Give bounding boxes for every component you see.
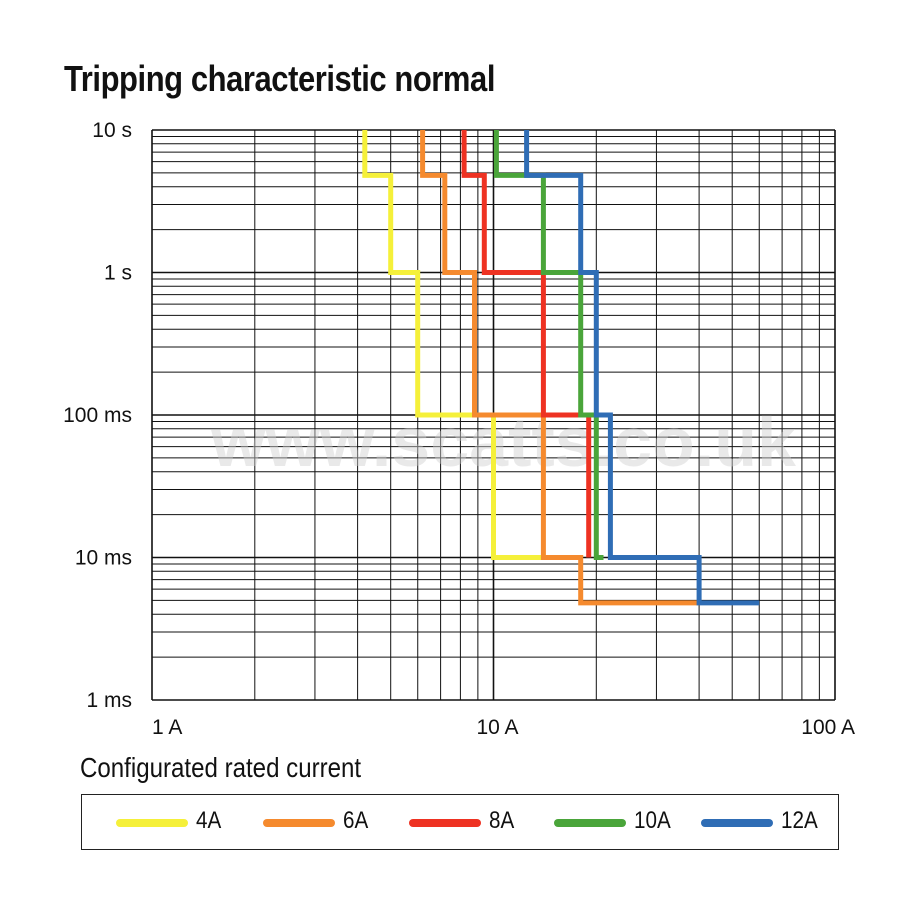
legend-swatch	[701, 819, 773, 827]
legend-swatch	[554, 819, 626, 827]
legend-label: 4A	[196, 807, 222, 834]
y-tick-label: 1 s	[104, 262, 132, 285]
y-tick-label: 1 ms	[86, 689, 132, 712]
x-tick-label: 1 A	[152, 716, 182, 739]
legend-label: 6A	[343, 807, 369, 834]
y-tick-label: 10 ms	[75, 547, 132, 570]
series-line-8a	[461, 130, 592, 558]
y-tick-label: 10 s	[92, 119, 132, 142]
legend-label: 10A	[634, 807, 671, 834]
chart-title: Tripping characteristic normal	[64, 58, 495, 99]
y-tick-label: 100 ms	[63, 404, 132, 427]
series-line-4a	[362, 130, 544, 560]
legend-label: 12A	[781, 807, 818, 834]
tick-labels: 10 s 1 s 100 ms 10 ms 1 ms 1 A 10 A 100 A	[63, 119, 855, 739]
legend-swatch	[263, 819, 335, 827]
series-lines	[362, 130, 760, 606]
legend-swatch	[116, 819, 188, 827]
series-line-6a	[420, 130, 700, 606]
series-line-12a	[524, 130, 760, 606]
x-tick-label: 10 A	[476, 716, 518, 739]
legend-swatch	[409, 819, 481, 827]
x-tick-label: 100 A	[801, 716, 855, 739]
legend-title: Configurated rated current	[80, 752, 362, 783]
legend-label: 8A	[489, 807, 515, 834]
legend: 4A 6A 8A 10A 12A	[81, 794, 839, 850]
